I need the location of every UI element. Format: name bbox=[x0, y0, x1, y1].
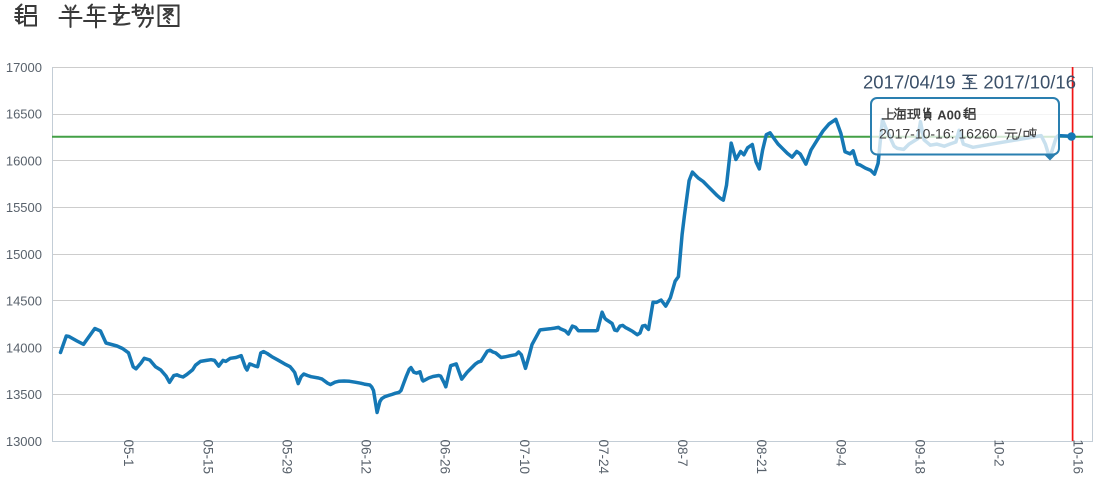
svg-text:/: / bbox=[1018, 126, 1022, 142]
svg-text:15500: 15500 bbox=[6, 200, 42, 215]
svg-text:10-16: 10-16 bbox=[1071, 440, 1086, 475]
svg-text:A00: A00 bbox=[937, 108, 961, 123]
svg-text:15000: 15000 bbox=[6, 247, 42, 262]
svg-text:17000: 17000 bbox=[6, 60, 42, 75]
svg-text:16000: 16000 bbox=[6, 153, 42, 168]
svg-text:07-10: 07-10 bbox=[517, 440, 532, 475]
svg-text:09-4: 09-4 bbox=[833, 440, 848, 468]
svg-text:08-7: 08-7 bbox=[675, 440, 690, 467]
svg-text:10-2: 10-2 bbox=[992, 440, 1007, 467]
svg-text:06-12: 06-12 bbox=[359, 440, 374, 475]
svg-text:07-24: 07-24 bbox=[596, 440, 611, 475]
svg-text:09-18: 09-18 bbox=[912, 440, 927, 475]
svg-text:16500: 16500 bbox=[6, 107, 42, 122]
svg-text:05-15: 05-15 bbox=[200, 440, 215, 475]
svg-text:13000: 13000 bbox=[6, 434, 42, 449]
svg-text:08-21: 08-21 bbox=[754, 440, 769, 475]
svg-text:2017-10-16: 16260: 2017-10-16: 16260 bbox=[879, 126, 998, 142]
svg-text:13500: 13500 bbox=[6, 387, 42, 402]
svg-text:14500: 14500 bbox=[6, 294, 42, 309]
svg-text:14000: 14000 bbox=[6, 340, 42, 355]
svg-text:2017/04/19: 2017/04/19 bbox=[863, 72, 956, 93]
svg-text:2017/10/16: 2017/10/16 bbox=[983, 72, 1076, 93]
svg-text:05-29: 05-29 bbox=[279, 440, 294, 475]
svg-text:05-1: 05-1 bbox=[121, 440, 136, 467]
svg-text:06-26: 06-26 bbox=[438, 440, 453, 475]
